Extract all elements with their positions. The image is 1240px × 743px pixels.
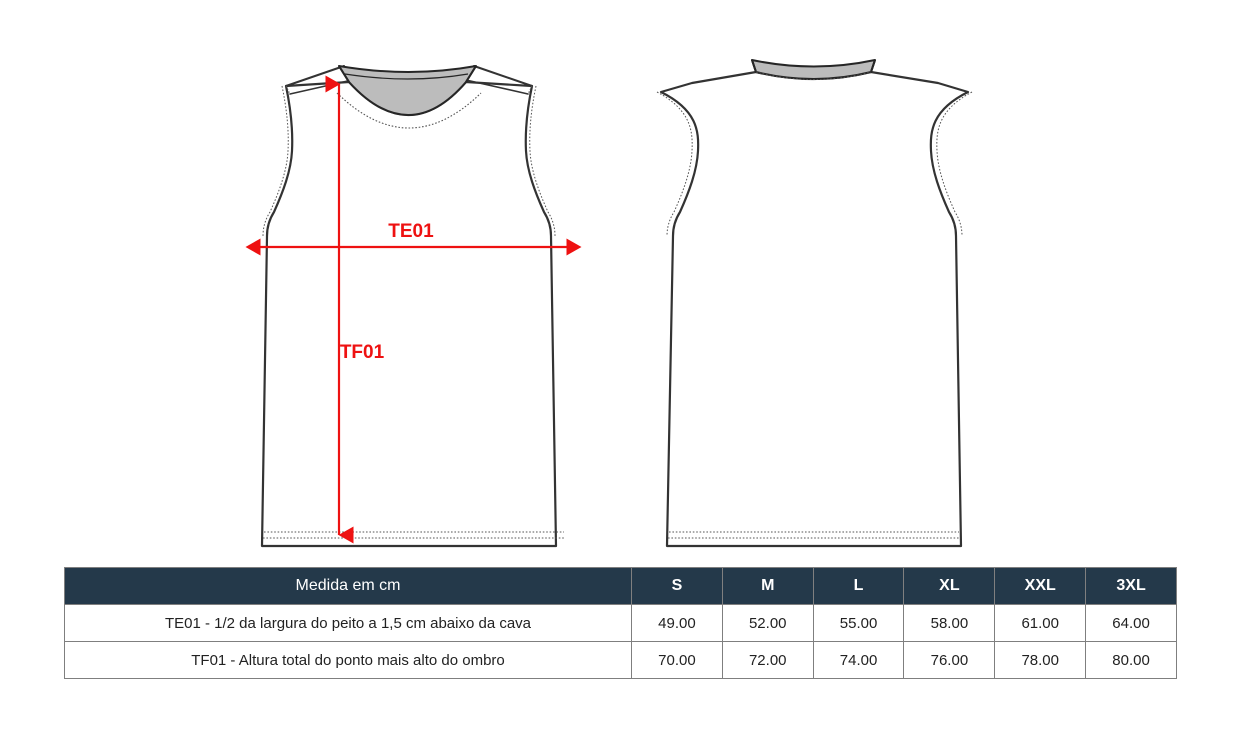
svg-text:TF01: TF01: [340, 342, 385, 363]
svg-text:TE01: TE01: [388, 221, 434, 242]
